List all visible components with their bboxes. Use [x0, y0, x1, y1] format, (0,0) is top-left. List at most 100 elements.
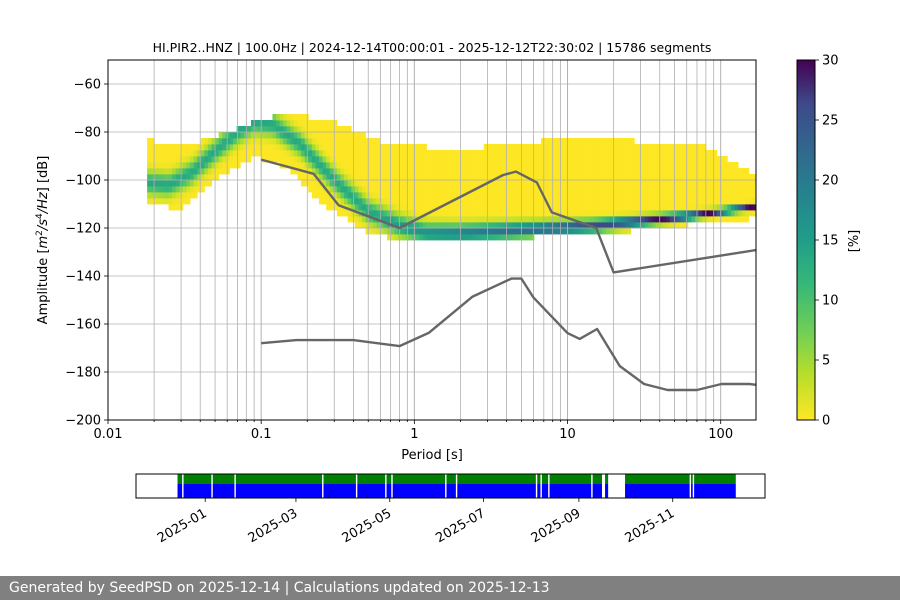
- heatmap-column: [465, 150, 470, 241]
- heatmap-cell: [609, 216, 614, 223]
- heatmap-cell: [358, 138, 363, 145]
- heatmap-cell: [687, 150, 692, 157]
- heatmap-cell: [555, 180, 560, 187]
- heatmap-cell: [512, 186, 517, 193]
- heatmap-column: [741, 168, 746, 223]
- heatmap-cell: [387, 156, 392, 163]
- heatmap-cell: [548, 156, 553, 163]
- heatmap-column: [222, 132, 227, 175]
- heatmap-cell: [150, 198, 155, 205]
- heatmap-cell: [548, 174, 553, 181]
- heatmap-cell: [483, 234, 488, 241]
- heatmap-cell: [172, 156, 177, 163]
- heatmap-cell: [326, 174, 331, 181]
- heatmap-cell: [480, 204, 485, 211]
- heatmap-cell: [254, 144, 259, 151]
- heatmap-cell: [354, 192, 359, 199]
- heatmap-cell: [193, 174, 198, 181]
- heatmap-cell: [734, 168, 739, 175]
- heatmap-cell: [379, 168, 384, 175]
- heatmap-cell: [336, 138, 341, 145]
- heatmap-cell: [544, 222, 549, 229]
- heatmap-cell: [619, 198, 624, 205]
- heatmap-cell: [598, 162, 603, 169]
- heatmap-cell: [648, 210, 653, 217]
- heatmap-cell: [175, 174, 180, 181]
- heatmap-cell: [172, 144, 177, 151]
- heatmap-cell: [379, 174, 384, 181]
- heatmap-cell: [533, 198, 538, 205]
- heatmap-cell: [358, 168, 363, 175]
- heatmap-cell: [150, 156, 155, 163]
- heatmap-cell: [609, 204, 614, 211]
- heatmap-cell: [533, 150, 538, 157]
- heatmap-cell: [537, 168, 542, 175]
- heatmap-cell: [619, 192, 624, 199]
- heatmap-cell: [430, 192, 435, 199]
- heatmap-column: [340, 126, 345, 217]
- heatmap-cell: [376, 228, 381, 235]
- heatmap-cell: [301, 138, 306, 145]
- heatmap-cell: [655, 144, 660, 151]
- heatmap-cell: [347, 126, 352, 133]
- heatmap-cell: [476, 180, 481, 187]
- heatmap-cell: [541, 174, 546, 181]
- heatmap-cell: [469, 216, 474, 223]
- heatmap-cell: [390, 168, 395, 175]
- heatmap-cell: [634, 162, 639, 169]
- heatmap-cell: [562, 198, 567, 205]
- heatmap-column: [698, 144, 703, 223]
- heatmap-cell: [541, 144, 546, 151]
- heatmap-cell: [634, 198, 639, 205]
- heatmap-cell: [394, 180, 399, 187]
- heatmap-cell: [419, 144, 424, 151]
- heatmap-cell: [745, 216, 750, 223]
- heatmap-cell: [365, 210, 370, 217]
- heatmap-cell: [705, 198, 710, 205]
- heatmap-cell: [186, 186, 191, 193]
- heatmap-cell: [748, 210, 753, 217]
- heatmap-cell: [619, 180, 624, 187]
- heatmap-cell: [533, 216, 538, 223]
- heatmap-cell: [523, 204, 528, 211]
- heatmap-cell: [609, 198, 614, 205]
- heatmap-cell: [440, 234, 445, 241]
- heatmap-cell: [591, 216, 596, 223]
- heatmap-cell: [609, 186, 614, 193]
- heatmap-cell: [601, 210, 606, 217]
- heatmap-cell: [641, 186, 646, 193]
- heatmap-cell: [705, 162, 710, 169]
- heatmap-cell: [584, 198, 589, 205]
- heatmap-cell: [559, 228, 563, 235]
- heatmap-cell: [272, 156, 277, 163]
- heatmap-cell: [347, 174, 352, 181]
- heatmap-cell: [182, 162, 187, 169]
- heatmap-cell: [469, 204, 474, 211]
- heatmap-cell: [698, 144, 703, 151]
- heatmap-cell: [673, 150, 678, 157]
- heatmap-cell: [358, 192, 363, 199]
- heatmap-cell: [533, 186, 538, 193]
- heatmap-cell: [394, 216, 399, 223]
- heatmap-cell: [182, 186, 187, 193]
- heatmap-cell: [673, 162, 678, 169]
- heatmap-cell: [741, 198, 746, 205]
- heatmap-cell: [648, 222, 653, 229]
- heatmap-cell: [666, 180, 671, 187]
- heatmap-cell: [487, 228, 492, 235]
- heatmap-cell: [387, 228, 392, 235]
- heatmap-cell: [422, 162, 427, 169]
- heatmap-cell: [494, 198, 499, 205]
- heatmap-cell: [544, 138, 549, 145]
- heatmap-cell: [440, 216, 445, 223]
- heatmap-cell: [530, 234, 535, 241]
- heatmap-cell: [462, 234, 467, 241]
- heatmap-cell: [723, 216, 728, 223]
- heatmap-cell: [627, 216, 632, 223]
- heatmap-cell: [601, 138, 606, 145]
- heatmap-cell: [315, 150, 320, 157]
- heatmap-cell: [340, 186, 345, 193]
- heatmap-cell: [533, 228, 538, 235]
- heatmap-column: [207, 138, 212, 187]
- heatmap-cell: [290, 168, 295, 175]
